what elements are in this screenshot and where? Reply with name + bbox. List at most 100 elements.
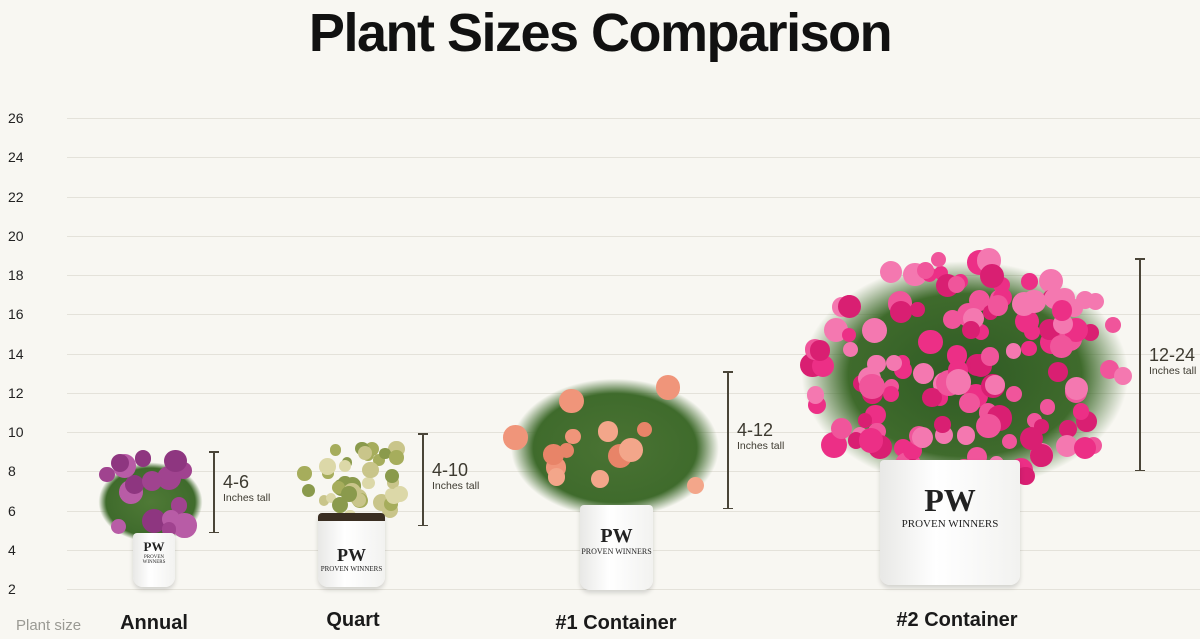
category-label: Quart [326,609,380,631]
range-unit: Inches tall [1149,364,1197,377]
y-tick-label: 4 [8,541,16,558]
flower-icon [1016,466,1035,486]
flower-icon [1073,437,1096,460]
range-unit: Inches tall [432,479,480,492]
gridline [67,275,1200,276]
y-tick-label: 26 [8,110,24,126]
flower-icon [503,425,528,450]
range-value: 12-24 [1149,344,1196,365]
flower-icon [959,392,981,414]
range-label: 4-10 Inches tall [432,460,479,492]
y-tick-label: 10 [8,424,24,440]
flower-icon [885,354,903,372]
category-label: Annual [120,612,188,634]
flower-icon [142,470,163,491]
y-tick-label: 22 [8,188,24,205]
flower-icon [882,385,900,403]
flower-icon [933,416,951,433]
flower-icon [326,492,337,504]
flower-icon [1048,361,1068,382]
flower-icon [111,518,127,534]
flower-icon [830,417,852,439]
flower-icon [916,262,935,280]
flower-icon [1019,426,1043,451]
flower-icon [837,295,861,319]
gridline [67,157,1200,159]
flower-icon [362,461,380,479]
pot-logo: PW [143,539,165,554]
flower-icon [619,437,643,462]
flower-icon [859,428,884,453]
flower-icon [389,450,404,465]
flower-icon [962,320,980,339]
flower-icon [171,497,188,514]
height-range-marker [1136,258,1144,471]
flower-icon [1001,433,1018,450]
flower-icon [912,426,934,448]
flower-icon [655,375,680,400]
flower-icon [1073,403,1090,420]
y-tick-label: 20 [8,227,24,244]
flower-icon [1055,435,1078,458]
y-tick-label: 6 [8,502,16,519]
gridline [67,235,1200,237]
flower-icon [297,466,312,481]
range-unit: Inches tall [223,492,271,504]
flower-icon [890,300,913,323]
flower-icon [862,318,888,344]
flower-icon [318,495,330,506]
y-tick-label: 8 [8,463,16,480]
flower-icon [867,355,886,374]
range-value: 4-12 [737,420,774,440]
flower-icon [141,509,166,533]
y-tick-label: 18 [8,267,24,283]
gridline [67,353,1200,355]
flower-icon [358,445,373,460]
category-label: #1 Container [555,612,677,634]
flower-icon [565,428,581,444]
flower-icon [110,454,130,473]
flower-icon [559,388,584,414]
flower-icon [1058,420,1077,439]
flower-icon [1050,335,1073,359]
flower-icon [338,460,351,473]
flower-icon [590,470,609,488]
flower-icon [124,475,144,495]
flower-icon [1006,343,1022,359]
flower-icon [1051,300,1073,322]
gridline [67,196,1200,198]
flower-icon [918,329,943,355]
flower-icon [558,442,574,458]
y-tick-label: 14 [8,345,24,362]
flower-icon [956,426,976,445]
flower-icon [980,347,999,366]
flower-icon [1030,444,1053,468]
flower-icon [99,467,115,483]
flower-icon [859,374,885,400]
flower-icon [391,485,409,503]
flower-icon [385,469,399,483]
flower-icon [857,413,873,428]
pot-logo: PW [600,525,633,547]
y-tick-label: 16 [8,306,24,323]
flower-icon [841,327,856,342]
flower-icon [910,302,926,317]
flower-icon [134,450,152,467]
range-unit: Inches tall [737,440,785,452]
flower-icon [945,369,971,395]
flower-icon [879,261,902,284]
range-value: 4-6 [223,472,250,492]
flower-icon [1021,273,1039,290]
flower-icon [1021,340,1037,357]
flower-icon [1105,316,1122,333]
flower-icon [329,444,341,456]
flower-icon [809,340,831,362]
flower-icon [164,449,187,473]
height-range-marker [419,433,427,526]
height-range-marker [724,371,732,509]
flower-icon [301,483,316,498]
gridline [67,118,1200,119]
flower-icon [913,362,935,384]
pot-logo: PW [924,482,976,518]
flower-icon [547,468,566,486]
